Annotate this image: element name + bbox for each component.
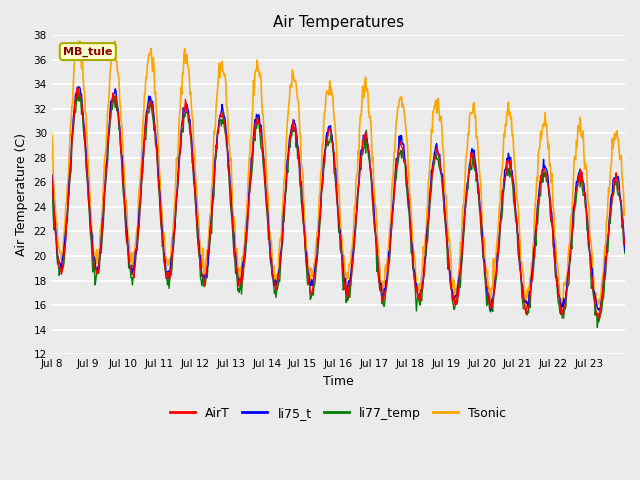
Line: li75_t: li75_t [52,86,625,311]
Line: li77_temp: li77_temp [52,93,625,327]
li75_t [399,141,406,147]
li75_t [596,308,604,314]
Tsonic [621,206,629,212]
AirT [399,145,406,151]
AirT [250,133,257,139]
Title: Air Temperatures: Air Temperatures [273,15,404,30]
Line: AirT: AirT [52,88,625,318]
li77_temp [271,288,279,293]
Tsonic [221,72,229,78]
AirT [596,315,604,321]
li75_t [48,172,56,178]
AirT [116,126,124,132]
Tsonic [250,77,257,83]
li77_temp [75,90,83,96]
AirT [221,124,229,130]
Tsonic [431,104,438,109]
Text: MB_tule: MB_tule [63,47,113,57]
li75_t [621,248,629,254]
li75_t [431,150,438,156]
Tsonic [75,38,83,44]
li77_temp [250,142,257,147]
li75_t [116,123,124,129]
X-axis label: Time: Time [323,374,354,387]
li77_temp [116,128,124,134]
Tsonic [486,304,494,310]
li75_t [221,116,229,122]
Tsonic [399,104,406,110]
AirT [48,172,56,178]
li77_temp [48,176,56,182]
Line: Tsonic: Tsonic [52,41,625,307]
li77_temp [399,147,406,153]
li77_temp [221,129,229,134]
Tsonic [48,131,56,136]
Tsonic [116,96,124,102]
li75_t [250,133,257,139]
li77_temp [621,251,629,256]
li77_temp [431,160,438,166]
Tsonic [271,279,279,285]
li75_t [75,84,83,89]
AirT [75,85,83,91]
AirT [431,155,438,160]
li77_temp [593,324,601,330]
li75_t [271,277,279,283]
AirT [621,241,629,247]
AirT [271,282,279,288]
Legend: AirT, li75_t, li77_temp, Tsonic: AirT, li75_t, li77_temp, Tsonic [165,402,511,425]
Y-axis label: Air Temperature (C): Air Temperature (C) [15,133,28,256]
